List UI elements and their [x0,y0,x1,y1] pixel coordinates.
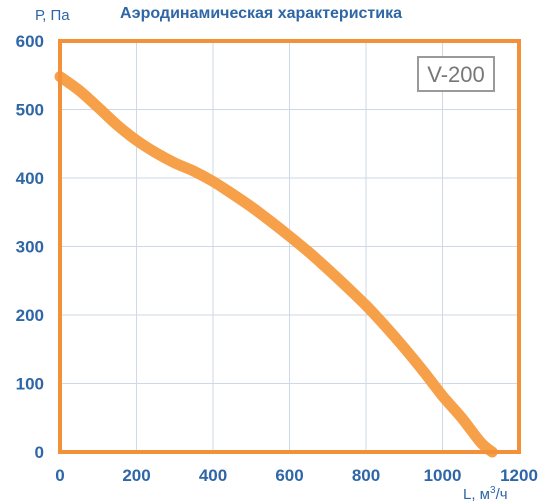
x-axis-ticks: 0 200 400 600 800 1000 1200 [55,466,538,485]
y-tick-label: 400 [16,169,44,188]
y-axis-label: Р, Па [35,7,70,24]
model-label: V-200 [427,62,485,87]
model-badge: V-200 [417,56,495,92]
y-tick-label: 200 [16,306,44,325]
x-tick-label: 200 [122,466,150,485]
model-badge-frame [417,56,495,92]
x-tick-label: 1000 [424,466,462,485]
x-tick-label: 0 [55,466,64,485]
y-tick-label: 300 [16,238,44,257]
x-tick-label: 600 [275,466,303,485]
y-tick-label: 100 [16,375,44,394]
x-tick-label: 400 [199,466,227,485]
x-tick-label: 1200 [500,466,538,485]
curve-layer [54,71,498,458]
x-axis-label: L, м3/ч [463,485,508,503]
y-tick-label: 0 [35,443,44,462]
x-tick-label: 800 [352,466,380,485]
y-tick-label: 600 [16,32,44,51]
plot-frame [58,39,521,454]
grid-lines [59,40,520,453]
y-tick-label: 500 [16,101,44,120]
series-line-v200 [54,71,498,458]
y-axis-ticks: 0 100 200 300 400 500 600 [16,32,44,462]
chart-title: Аэродинамическая характеристика [120,5,402,22]
